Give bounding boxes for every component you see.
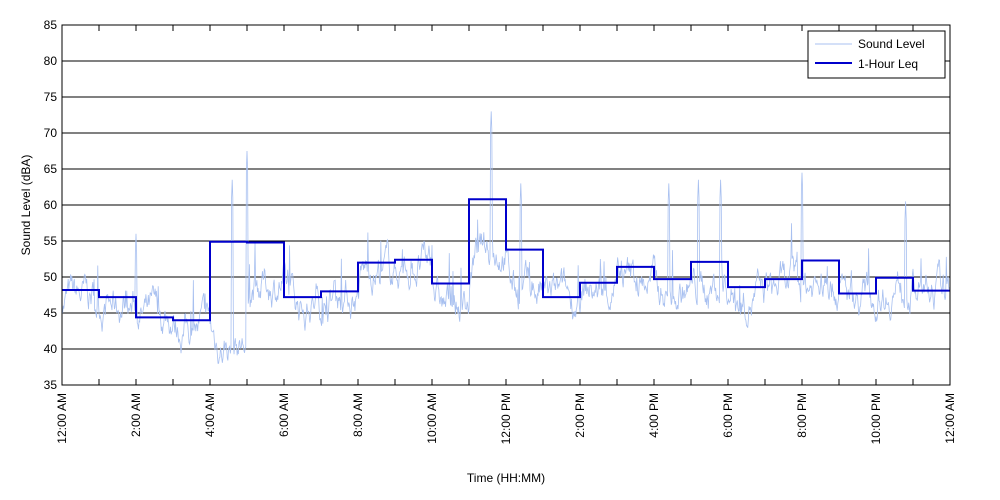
x-tick-label: 4:00 AM: [203, 393, 217, 437]
y-tick-label: 70: [44, 126, 58, 140]
x-tick-label: 8:00 AM: [351, 393, 365, 437]
y-axis: 35 40 45 50 55 60 65 70 75 80 85: [44, 18, 58, 392]
x-axis-title: Time (HH:MM): [467, 471, 545, 485]
y-tick-label: 50: [44, 270, 58, 284]
x-axis: 12:00 AM 2:00 AM 4:00 AM 6:00 AM 8:00 AM 10:0…: [55, 25, 957, 444]
x-tick-label: 4:00 PM: [647, 393, 661, 438]
legend: Sound Level 1-Hour Leq: [807, 30, 946, 79]
y-tick-label: 80: [44, 54, 58, 68]
y-tick-label: 60: [44, 198, 58, 212]
x-tick-label: 10:00 PM: [869, 393, 883, 444]
x-tick-label: 2:00 AM: [129, 393, 143, 437]
leq-step-line: [62, 198, 950, 322]
legend-box: [807, 30, 946, 79]
x-tick-label: 12:00 AM: [55, 393, 69, 444]
y-axis-title: Sound Level (dBA): [19, 155, 33, 256]
x-tick-label: 12:00 AM: [943, 393, 957, 444]
x-tick-label: 8:00 PM: [795, 393, 809, 438]
x-tick-label: 12:00 PM: [499, 393, 513, 444]
legend-label-1-hour-leq: 1-Hour Leq: [858, 57, 918, 71]
y-tick-label: 40: [44, 342, 58, 356]
y-tick-label: 55: [44, 234, 58, 248]
legend-label-sound-level: Sound Level: [858, 37, 925, 51]
series-1-hour-leq: [62, 198, 950, 322]
x-tick-label: 6:00 AM: [277, 393, 291, 437]
y-tick-label: 45: [44, 306, 58, 320]
x-tick-label: 6:00 PM: [721, 393, 735, 438]
y-tick-label: 65: [44, 162, 58, 176]
y-tick-label: 35: [44, 378, 58, 392]
y-tick-label: 75: [44, 90, 58, 104]
x-tick-label: 2:00 PM: [573, 393, 587, 438]
y-tick-label: 85: [44, 18, 58, 32]
x-tick-label: 10:00 AM: [425, 393, 439, 444]
